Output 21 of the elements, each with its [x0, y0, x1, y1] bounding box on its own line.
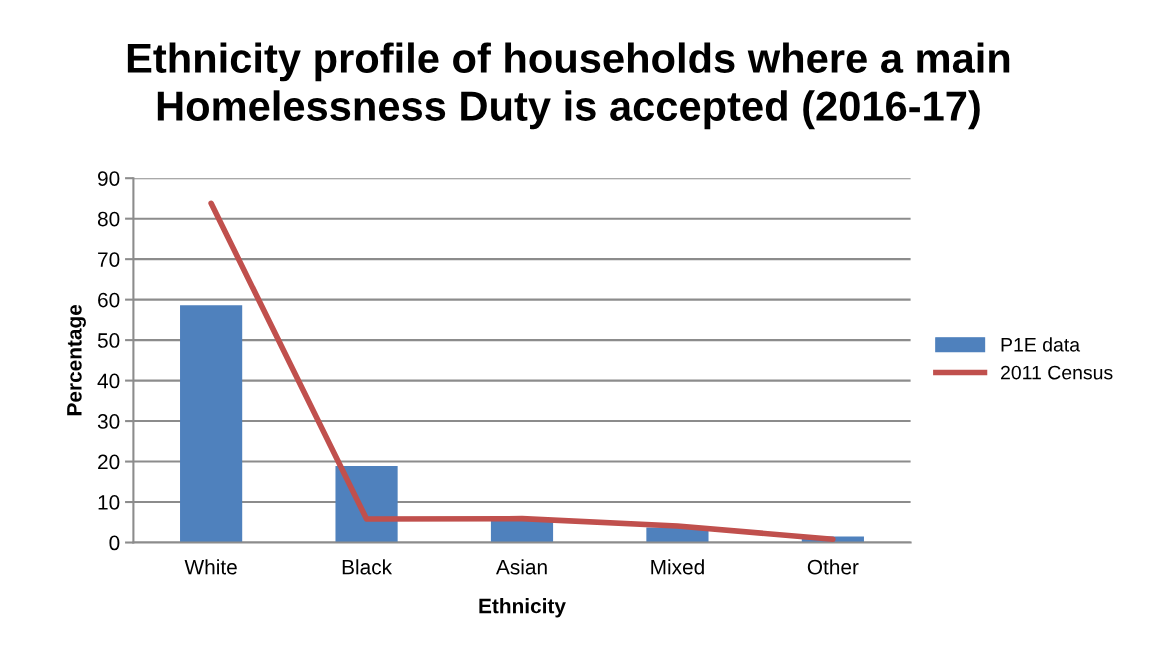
y-axis-title: Percentage — [67, 304, 86, 416]
x-axis-title: Ethnicity — [479, 598, 566, 618]
legend-label: 2011 Census — [1001, 365, 1113, 380]
y-tick-label: 70 — [98, 252, 120, 267]
y-tick-label: 50 — [97, 333, 120, 348]
x-tick-label: White — [184, 559, 237, 575]
x-tick-label: Mixed — [651, 559, 704, 575]
y-tick-label: 90 — [98, 171, 120, 186]
y-tick-label: 80 — [97, 211, 120, 227]
y-tick-label: 10 — [98, 495, 120, 510]
legend-label: P1E data — [1001, 337, 1081, 352]
y-tick-label: 0 — [109, 535, 120, 551]
x-tick-label: Other — [807, 559, 859, 575]
y-tick-label: 60 — [98, 292, 120, 308]
y-tick-label: 20 — [98, 454, 120, 470]
y-tick-label: 40 — [97, 373, 120, 389]
x-tick-label: Asian — [495, 559, 547, 575]
bar — [180, 305, 243, 543]
chart-title: Ethnicity profile of households where a main Homelessness Duty is accepted (2016-17) — [127, 42, 1010, 130]
y-tick-label: 30 — [97, 414, 120, 429]
x-tick-label: Black — [342, 559, 393, 575]
